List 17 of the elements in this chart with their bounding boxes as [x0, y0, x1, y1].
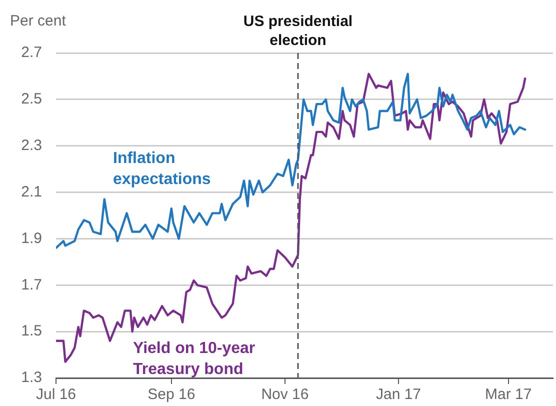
y-tick-label: 1.7 [21, 276, 42, 294]
x-tick-label: Jan 17 [376, 386, 422, 404]
y-axis-title: Per cent [10, 12, 67, 30]
x-tick-label: Nov 16 [261, 386, 309, 404]
y-tick-label: 2.3 [21, 137, 42, 154]
series-label: Yield on 10-year Treasury bond [133, 340, 256, 378]
y-tick-label: 1.3 [21, 369, 42, 386]
ref-line-label: US presidential election [243, 13, 353, 49]
y-tick-label: 2.7 [21, 44, 42, 62]
x-tick-label: Jul 16 [36, 386, 76, 404]
y-tick-label: 2.5 [21, 90, 42, 108]
y-tick-label: 2.1 [21, 183, 42, 200]
x-tick-label: Mar 17 [484, 386, 532, 404]
series-label: Inflation expectations [113, 150, 211, 188]
y-tick-label: 1.5 [21, 322, 42, 340]
x-tick-label: Sep 16 [148, 386, 196, 404]
y-tick-label: 1.9 [21, 230, 42, 247]
